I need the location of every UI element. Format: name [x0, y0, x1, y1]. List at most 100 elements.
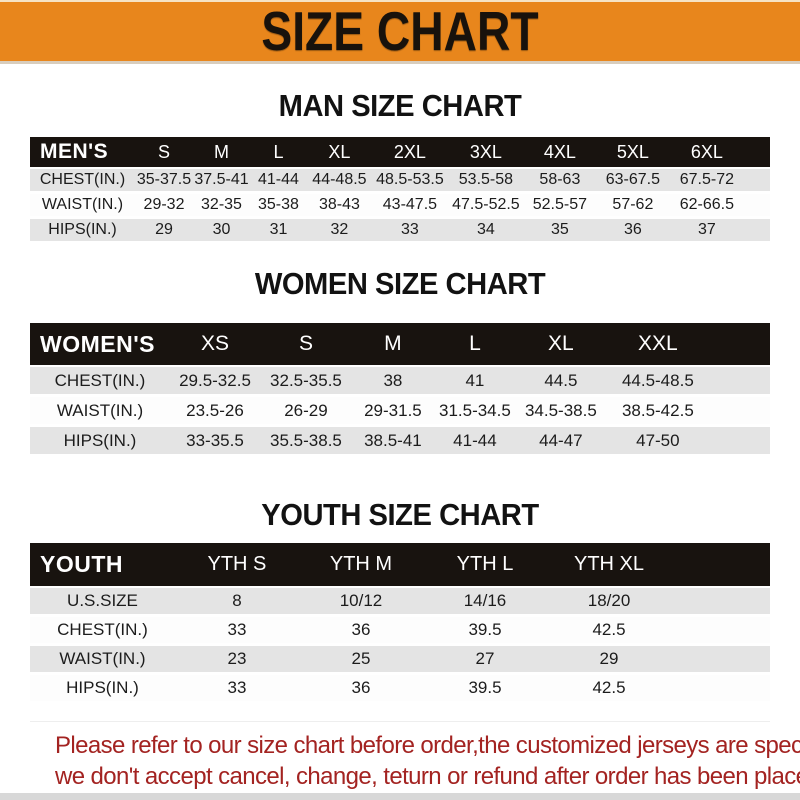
- table-row: CHEST(IN.) 33 36 39.5 42.5: [30, 617, 770, 646]
- heading-men: MAN SIZE CHART: [278, 88, 522, 123]
- size-value-cell: 44-47: [515, 427, 606, 457]
- table-row: WAIST(IN.) 23.5-26 26-29 29-31.5 31.5-34.5 34…: [30, 397, 770, 427]
- size-value-cell: 29: [547, 646, 672, 675]
- size-value-cell: 44.5: [515, 367, 606, 397]
- row-spacer-cell: [671, 675, 770, 704]
- size-value-cell: 62-66.5: [669, 194, 744, 219]
- col-header-cell: YTH XL: [547, 543, 672, 588]
- col-header-cell: YTH M: [298, 543, 423, 588]
- table-title-cell: WOMEN'S: [30, 323, 170, 367]
- row-label-cell: WAIST(IN.): [30, 194, 135, 219]
- header-spacer-cell: [671, 543, 770, 588]
- col-header-cell: L: [249, 137, 307, 169]
- size-value-cell: 29-31.5: [351, 397, 434, 427]
- row-spacer-cell: [743, 219, 770, 244]
- size-value-cell: 29.5-32.5: [170, 367, 260, 397]
- col-header-cell: XL: [515, 323, 606, 367]
- col-header-cell: YTH L: [422, 543, 547, 588]
- row-label-cell: WAIST(IN.): [30, 397, 170, 427]
- size-value-cell: 38.5-42.5: [605, 397, 710, 427]
- size-value-cell: 53.5-58: [447, 169, 524, 194]
- row-spacer-cell: [709, 367, 770, 397]
- heading-youth: YOUTH SIZE CHART: [261, 497, 539, 532]
- size-value-cell: 41: [433, 367, 516, 397]
- size-value-cell: 36: [298, 617, 423, 646]
- size-value-cell: 18/20: [547, 588, 672, 617]
- size-value-cell: 33: [371, 219, 448, 244]
- table-row: CHEST(IN.) 35-37.5 37.5-41 41-44 44-48.5 48.5…: [30, 169, 770, 194]
- row-spacer-cell: [671, 588, 770, 617]
- size-value-cell: 30: [193, 219, 250, 244]
- col-header-cell: 2XL: [371, 137, 448, 169]
- size-value-cell: 23: [174, 646, 299, 675]
- row-label-cell: HIPS(IN.): [30, 427, 170, 457]
- size-value-cell: 34: [447, 219, 524, 244]
- size-value-cell: 32: [306, 219, 372, 244]
- size-value-cell: 47-50: [605, 427, 710, 457]
- row-spacer-cell: [709, 427, 770, 457]
- size-value-cell: 57-62: [595, 194, 670, 219]
- size-value-cell: 35.5-38.5: [259, 427, 352, 457]
- size-value-cell: 37: [669, 219, 744, 244]
- col-header-cell: 6XL: [669, 137, 744, 169]
- size-value-cell: 36: [298, 675, 423, 704]
- size-value-cell: 33: [174, 675, 299, 704]
- size-value-cell: 35-38: [249, 194, 307, 219]
- col-header-cell: 3XL: [447, 137, 524, 169]
- size-value-cell: 32.5-35.5: [259, 367, 352, 397]
- size-value-cell: 67.5-72: [669, 169, 744, 194]
- row-label-cell: CHEST(IN.): [30, 169, 135, 194]
- footer-line-1: Please refer to our size chart before or…: [55, 732, 800, 759]
- table-row: CHEST(IN.) 29.5-32.5 32.5-35.5 38 41 44.5 44.5…: [30, 367, 770, 397]
- size-value-cell: 63-67.5: [595, 169, 670, 194]
- size-value-cell: 32-35: [193, 194, 250, 219]
- row-label-cell: CHEST(IN.): [30, 617, 175, 646]
- header-spacer-cell: [743, 137, 770, 169]
- banner: SIZE CHART: [0, 0, 800, 64]
- size-value-cell: 31: [249, 219, 307, 244]
- table-row: WAIST(IN.) 23 25 27 29: [30, 646, 770, 675]
- row-spacer-cell: [671, 617, 770, 646]
- size-tables-container: MAN SIZE CHART MEN'S S M L XL 2XL 3XL 4XL 5XL 6XL C…: [30, 88, 770, 704]
- size-value-cell: 29-32: [135, 194, 194, 219]
- footer-note: Please refer to our size chart before or…: [30, 721, 800, 792]
- size-value-cell: 34.5-38.5: [515, 397, 606, 427]
- row-spacer-cell: [743, 169, 770, 194]
- banner-title: SIZE CHART: [261, 0, 539, 62]
- size-value-cell: 41-44: [249, 169, 307, 194]
- table-row: WAIST(IN.) 29-32 32-35 35-38 38-43 43-47.5 47.…: [30, 194, 770, 219]
- bottom-strip: [0, 793, 800, 800]
- size-value-cell: 48.5-53.5: [371, 169, 448, 194]
- col-header-cell: XL: [306, 137, 372, 169]
- col-header-cell: L: [433, 323, 516, 367]
- size-value-cell: 37.5-41: [193, 169, 250, 194]
- size-value-cell: 39.5: [422, 617, 547, 646]
- size-value-cell: 8: [174, 588, 299, 617]
- col-header-cell: M: [351, 323, 434, 367]
- size-value-cell: 29: [135, 219, 194, 244]
- size-table-women: WOMEN'S XS S M L XL XXL CHEST(IN.) 29.5-32.5 32.5…: [30, 323, 770, 457]
- size-value-cell: 41-44: [433, 427, 516, 457]
- size-value-cell: 58-63: [523, 169, 596, 194]
- col-header-cell: S: [135, 137, 194, 169]
- size-value-cell: 47.5-52.5: [447, 194, 524, 219]
- footer-line-2: we don't accept cancel, change, teturn o…: [55, 763, 800, 790]
- size-value-cell: 33-35.5: [170, 427, 260, 457]
- table-row: HIPS(IN.) 33 36 39.5 42.5: [30, 675, 770, 704]
- size-value-cell: 35: [523, 219, 596, 244]
- size-value-cell: 44-48.5: [306, 169, 372, 194]
- heading-women: WOMEN SIZE CHART: [254, 266, 546, 301]
- table-row: HIPS(IN.) 29 30 31 32 33 34 35 36 37: [30, 219, 770, 244]
- size-value-cell: 33: [174, 617, 299, 646]
- size-value-cell: 38.5-41: [351, 427, 434, 457]
- size-value-cell: 27: [422, 646, 547, 675]
- col-header-cell: XXL: [605, 323, 710, 367]
- size-value-cell: 26-29: [259, 397, 352, 427]
- size-value-cell: 38: [351, 367, 434, 397]
- header-spacer-cell: [709, 323, 770, 367]
- size-value-cell: 23.5-26: [170, 397, 260, 427]
- size-value-cell: 43-47.5: [371, 194, 448, 219]
- col-header-cell: YTH S: [174, 543, 299, 588]
- size-value-cell: 42.5: [547, 617, 672, 646]
